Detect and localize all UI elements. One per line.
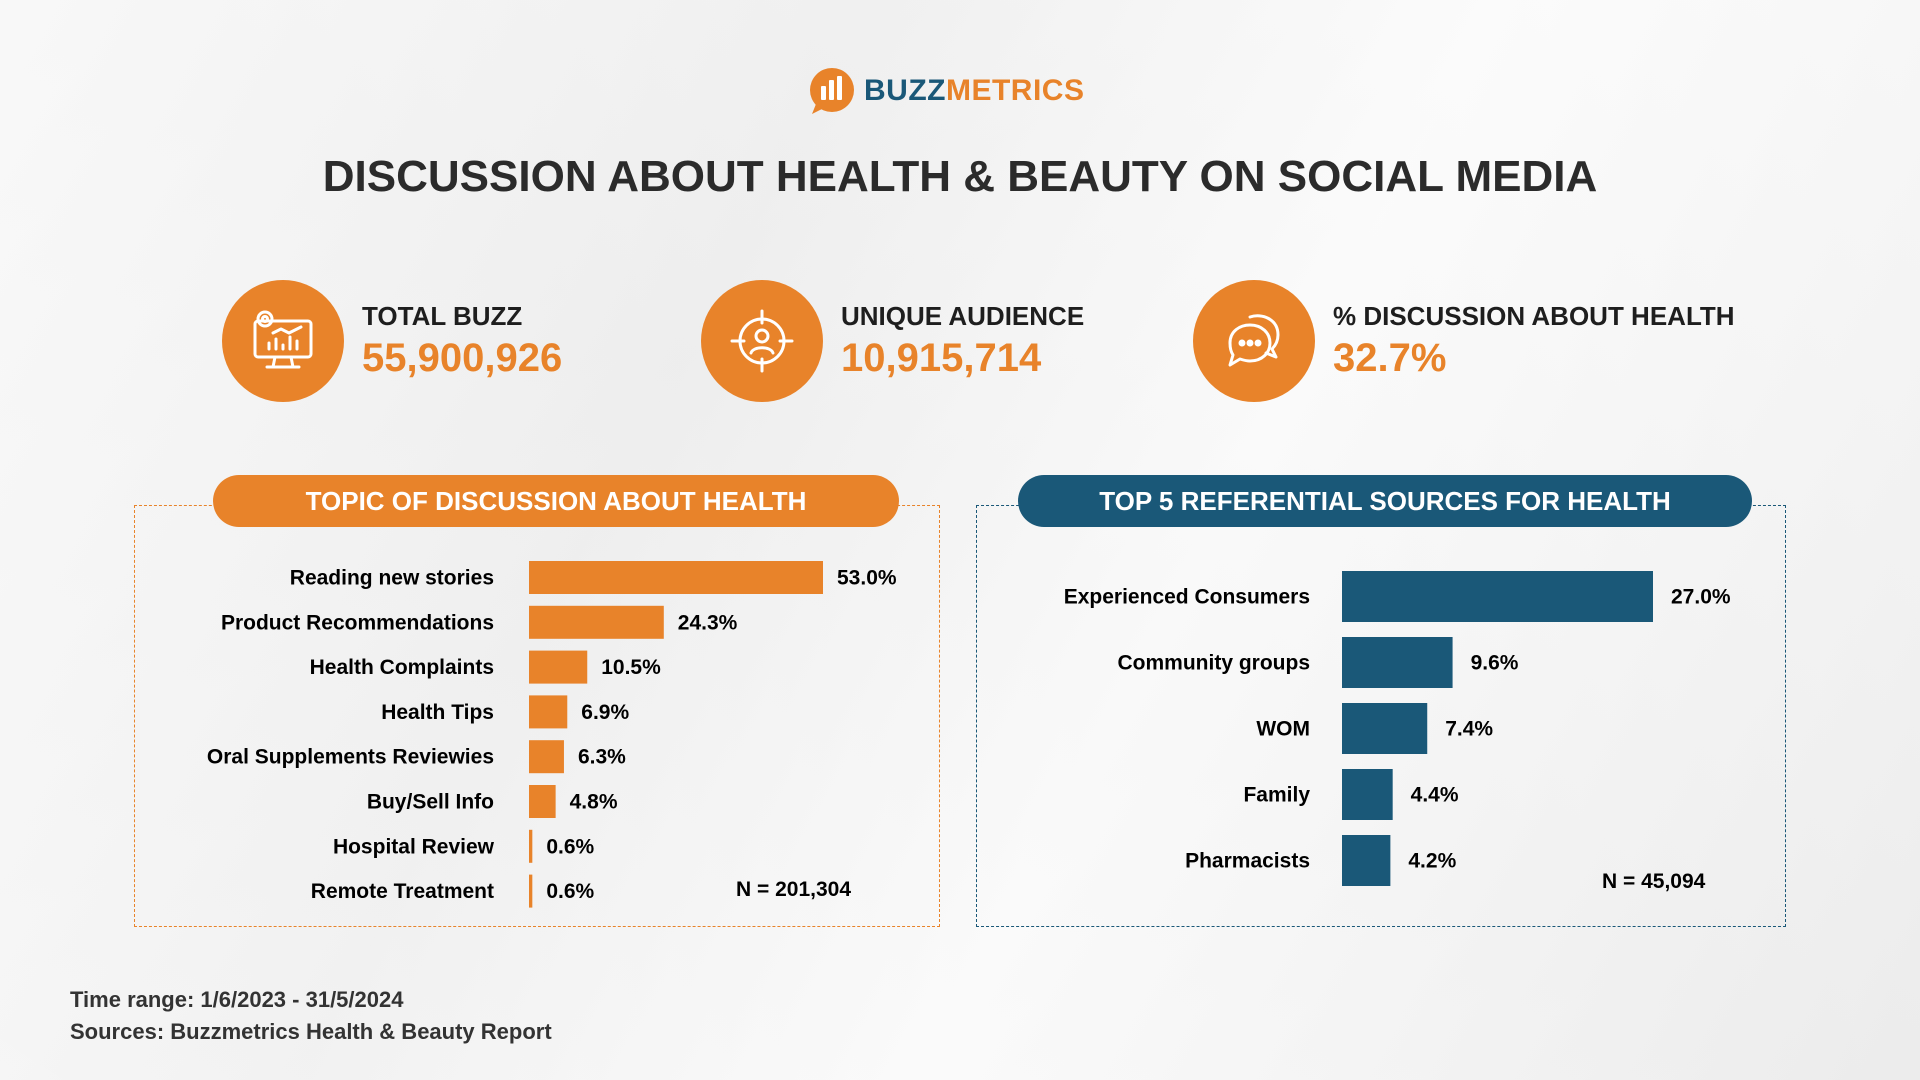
bar-category-label: Product Recommendations bbox=[221, 611, 494, 634]
footer: Time range: 1/6/2023 - 31/5/2024 Sources… bbox=[70, 984, 552, 1048]
logo-text-buzz: BUZZ bbox=[864, 74, 946, 107]
sources-note: Sources: Buzzmetrics Health & Beauty Rep… bbox=[70, 1019, 552, 1044]
bar bbox=[529, 785, 556, 818]
bar bbox=[529, 650, 588, 684]
bar-category-label: Pharmacists bbox=[1185, 850, 1310, 873]
bar-category-label: WOM bbox=[1256, 718, 1310, 741]
bar-category-label: Health Tips bbox=[381, 701, 494, 724]
kpi-discussion-health: % DISCUSSION ABOUT HEALTH 32.7% bbox=[1193, 280, 1735, 402]
bar bbox=[529, 561, 823, 594]
kpi-unique-audience: UNIQUE AUDIENCE 10,915,714 bbox=[701, 280, 1084, 402]
bar bbox=[529, 695, 568, 729]
sources-chart-title: TOP 5 REFERENTIAL SOURCES FOR HEALTH bbox=[1018, 475, 1752, 527]
bar bbox=[529, 740, 564, 774]
kpi-value: 10,915,714 bbox=[841, 336, 1042, 380]
bar-value-label: 24.3% bbox=[678, 611, 738, 634]
sample-size-label: N = 201,304 bbox=[736, 878, 851, 901]
bar-category-label: Remote Treatment bbox=[311, 880, 494, 903]
monitor-analytics-icon bbox=[222, 280, 344, 402]
bar-value-label: 6.9% bbox=[581, 701, 629, 724]
bar-value-label: 7.4% bbox=[1445, 718, 1493, 741]
bar bbox=[529, 829, 533, 863]
bar-category-label: Buy/Sell Info bbox=[367, 791, 494, 814]
bar-value-label: 53.0% bbox=[837, 567, 897, 590]
target-user-icon bbox=[701, 280, 823, 402]
bar-value-label: 4.4% bbox=[1411, 784, 1459, 807]
bar-value-label: 4.8% bbox=[570, 791, 618, 814]
bar-category-label: Hospital Review bbox=[333, 835, 495, 858]
bar-value-label: 10.5% bbox=[601, 656, 661, 679]
logo-chart-bubble-icon bbox=[810, 68, 854, 114]
bar bbox=[529, 605, 664, 639]
kpi-total-buzz: TOTAL BUZZ 55,900,926 bbox=[222, 280, 562, 402]
bar-category-label: Family bbox=[1243, 784, 1310, 807]
logo-wordmark: BUZZMETRICS bbox=[864, 74, 1084, 108]
kpi-value: 32.7% bbox=[1333, 336, 1447, 380]
bar bbox=[1342, 769, 1393, 820]
kpi-label: % DISCUSSION ABOUT HEALTH bbox=[1333, 301, 1735, 331]
bar-category-label: Experienced Consumers bbox=[1064, 586, 1310, 609]
bar-value-label: 27.0% bbox=[1671, 586, 1731, 609]
logo-text-metrics: METRICS bbox=[945, 74, 1085, 107]
buzzmetrics-logo: BUZZMETRICS bbox=[808, 66, 1084, 116]
chat-bubbles-icon bbox=[1193, 280, 1315, 402]
sample-size-label: N = 45,094 bbox=[1602, 870, 1706, 893]
bar-value-label: 6.3% bbox=[578, 746, 626, 769]
bar-value-label: 0.6% bbox=[546, 880, 594, 903]
bar bbox=[1342, 571, 1653, 622]
bar-category-label: Reading new stories bbox=[290, 567, 494, 590]
bar-category-label: Oral Supplements Reviewies bbox=[207, 746, 494, 769]
bar-category-label: Health Complaints bbox=[310, 656, 494, 679]
kpi-label: UNIQUE AUDIENCE bbox=[841, 301, 1085, 331]
topic-bar-chart: Reading new stories 53.0% Product Recommen… bbox=[207, 561, 897, 908]
bar-value-label: 4.2% bbox=[1408, 850, 1456, 873]
bar-value-label: 9.6% bbox=[1471, 652, 1519, 675]
bar-category-label: Community groups bbox=[1118, 652, 1311, 675]
page-title: DISCUSSION ABOUT HEALTH & BEAUTY ON SOCI… bbox=[322, 152, 1598, 201]
time-range: Time range: 1/6/2023 - 31/5/2024 bbox=[70, 987, 404, 1012]
bar-value-label: 0.6% bbox=[546, 835, 594, 858]
topic-chart-title: TOPIC OF DISCUSSION ABOUT HEALTH bbox=[213, 475, 899, 527]
kpi-label: TOTAL BUZZ bbox=[362, 301, 523, 331]
bar bbox=[529, 874, 533, 908]
bar bbox=[1342, 703, 1428, 754]
bar bbox=[1342, 637, 1453, 688]
kpi-value: 55,900,926 bbox=[362, 336, 563, 380]
sources-bar-chart: Experienced Consumers 27.0% Community grou… bbox=[1064, 571, 1731, 893]
bar bbox=[1342, 835, 1391, 886]
